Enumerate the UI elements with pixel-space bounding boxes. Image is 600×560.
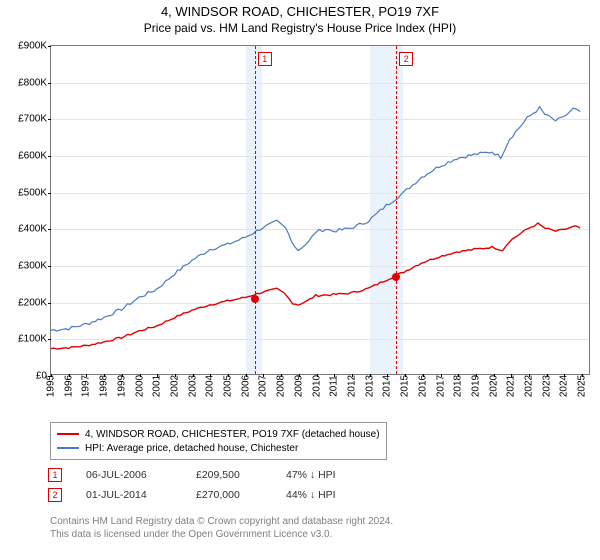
sale-marker-line: [255, 46, 256, 374]
y-tick: [48, 83, 51, 84]
chart-title-address: 4, WINDSOR ROAD, CHICHESTER, PO19 7XF: [0, 4, 600, 19]
x-axis-label: 2020: [488, 375, 499, 397]
x-axis-label: 2008: [276, 375, 287, 397]
x-axis-label: 2007: [258, 375, 269, 397]
sale-marker-box: 1: [258, 52, 272, 66]
legend-swatch: [57, 447, 79, 449]
y-tick: [48, 119, 51, 120]
sale-marker-line: [396, 46, 397, 374]
x-axis-label: 2016: [417, 375, 428, 397]
x-axis-label: 2009: [293, 375, 304, 397]
footnote-line-2: This data is licensed under the Open Gov…: [50, 529, 393, 542]
y-tick: [48, 156, 51, 157]
x-axis-label: 2015: [400, 375, 411, 397]
y-axis-label: £300K: [18, 261, 47, 272]
x-axis-label: 2006: [240, 375, 251, 397]
sale-marker-dot: [251, 295, 259, 303]
y-axis-label: £700K: [18, 114, 47, 125]
x-axis-label: 1998: [99, 375, 110, 397]
y-axis-label: £500K: [18, 187, 47, 198]
sales-table-row: 2 01-JUL-2014£270,00044% ↓ HPI: [48, 485, 376, 505]
y-axis-label: £800K: [18, 77, 47, 88]
chart-title-subtitle: Price paid vs. HM Land Registry's House …: [0, 21, 600, 35]
x-axis-label: 2011: [329, 375, 340, 397]
y-axis-label: £100K: [18, 334, 47, 345]
y-tick: [48, 339, 51, 340]
x-axis-label: 2001: [152, 375, 163, 397]
y-axis-label: £600K: [18, 151, 47, 162]
x-axis-label: 1999: [116, 375, 127, 397]
x-axis-label: 2014: [382, 375, 393, 397]
series-line-subject: [51, 223, 580, 349]
legend-row: 4, WINDSOR ROAD, CHICHESTER, PO19 7XF (d…: [57, 427, 380, 441]
y-axis-label: £200K: [18, 297, 47, 308]
x-axis-label: 2019: [470, 375, 481, 397]
x-axis-label: 2017: [435, 375, 446, 397]
sales-row-relative: 47% ↓ HPI: [286, 469, 376, 481]
sales-row-marker: 1: [48, 468, 62, 482]
sales-row-marker: 2: [48, 488, 62, 502]
legend-row: HPI: Average price, detached house, Chic…: [57, 441, 380, 455]
x-axis-label: 1997: [81, 375, 92, 397]
legend-label: 4, WINDSOR ROAD, CHICHESTER, PO19 7XF (d…: [85, 429, 380, 440]
x-axis-label: 2013: [364, 375, 375, 397]
legend-swatch: [57, 433, 79, 435]
sales-row-date: 01-JUL-2014: [86, 489, 196, 501]
x-axis-label: 1996: [63, 375, 74, 397]
sales-row-price: £270,000: [196, 489, 286, 501]
x-axis-label: 2000: [134, 375, 145, 397]
x-axis-label: 2024: [559, 375, 570, 397]
y-axis-label: £900K: [18, 41, 47, 52]
chart-plot-area: £0£100K£200K£300K£400K£500K£600K£700K£80…: [50, 45, 590, 375]
y-tick: [48, 46, 51, 47]
y-tick: [48, 303, 51, 304]
sale-marker-dot: [392, 273, 400, 281]
y-tick: [48, 266, 51, 267]
title-block: 4, WINDSOR ROAD, CHICHESTER, PO19 7XF Pr…: [0, 0, 600, 35]
x-axis-label: 2025: [577, 375, 588, 397]
legend: 4, WINDSOR ROAD, CHICHESTER, PO19 7XF (d…: [50, 422, 387, 460]
x-axis-label: 2005: [223, 375, 234, 397]
x-axis-label: 2010: [311, 375, 322, 397]
x-axis-label: 2018: [453, 375, 464, 397]
y-axis-label: £400K: [18, 224, 47, 235]
sales-table-row: 1 06-JUL-2006£209,50047% ↓ HPI: [48, 465, 376, 485]
y-tick: [48, 193, 51, 194]
sales-row-price: £209,500: [196, 469, 286, 481]
x-axis-label: 2023: [541, 375, 552, 397]
x-axis-label: 2002: [169, 375, 180, 397]
plot-svg: [51, 46, 589, 374]
x-axis-label: 2022: [524, 375, 535, 397]
legend-label: HPI: Average price, detached house, Chic…: [85, 443, 298, 454]
x-axis-label: 2003: [187, 375, 198, 397]
sales-row-relative: 44% ↓ HPI: [286, 489, 376, 501]
sales-table: 1 06-JUL-2006£209,50047% ↓ HPI 2 01-JUL-201…: [48, 465, 376, 505]
series-line-hpi: [51, 107, 580, 331]
x-axis-label: 2012: [346, 375, 357, 397]
x-axis-label: 2021: [506, 375, 517, 397]
footnote-line-1: Contains HM Land Registry data © Crown c…: [50, 516, 393, 529]
footnote: Contains HM Land Registry data © Crown c…: [50, 516, 393, 541]
x-axis-label: 2004: [205, 375, 216, 397]
sales-row-date: 06-JUL-2006: [86, 469, 196, 481]
sale-marker-box: 2: [399, 52, 413, 66]
y-tick: [48, 229, 51, 230]
x-axis-label: 1995: [46, 375, 57, 397]
